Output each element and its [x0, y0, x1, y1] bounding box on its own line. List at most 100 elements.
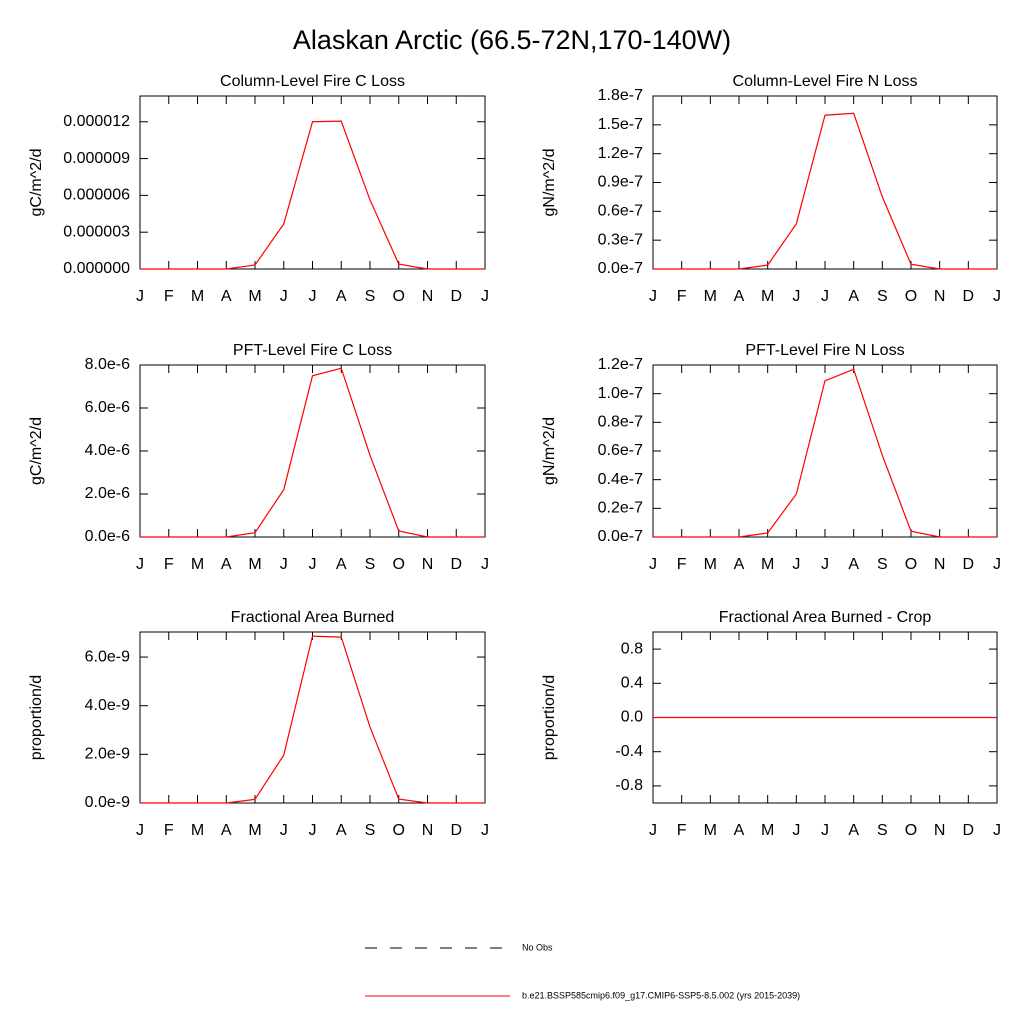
x-tick-label: J — [136, 822, 144, 839]
y-tick-label: 0.9e-7 — [598, 174, 643, 191]
legend-label: b.e21.BSSP585cmip6.f09_g17.CMIP6-SSP5-8.… — [522, 990, 800, 1000]
x-tick-label: A — [734, 288, 745, 305]
y-tick-label: 1.2e-7 — [598, 145, 643, 162]
y-tick-label: 4.0e-9 — [85, 697, 130, 714]
legend-label: No Obs — [522, 942, 553, 952]
y-tick-label: 0.000006 — [63, 187, 130, 204]
y-tick-label: -0.8 — [615, 777, 643, 794]
x-tick-label: O — [905, 822, 917, 839]
x-tick-label: D — [450, 822, 462, 839]
x-tick-label: J — [309, 288, 317, 305]
x-tick-label: A — [221, 822, 232, 839]
x-tick-label: J — [821, 822, 829, 839]
y-tick-label: 2.0e-9 — [85, 746, 130, 763]
x-tick-label: S — [877, 288, 888, 305]
y-tick-label: 0.0e-6 — [85, 528, 130, 545]
x-tick-label: J — [280, 556, 288, 573]
x-tick-label: J — [993, 288, 1001, 305]
x-tick-label: A — [848, 822, 859, 839]
x-tick-label: F — [677, 556, 687, 573]
chart-title: Fractional Area Burned - Crop — [719, 609, 932, 626]
y-tick-label: 0.0 — [621, 709, 643, 726]
x-tick-label: D — [963, 556, 975, 573]
x-tick-label: N — [934, 288, 946, 305]
data-line — [140, 120, 485, 270]
x-tick-label: A — [336, 556, 347, 573]
y-tick-label: 0.4 — [621, 675, 643, 692]
x-tick-label: J — [481, 556, 489, 573]
y-tick-label: 6.0e-6 — [85, 399, 130, 416]
y-tick-label: 8.0e-6 — [85, 356, 130, 373]
y-tick-label: -0.4 — [615, 743, 643, 760]
y-tick-label: 0.000003 — [63, 223, 130, 240]
x-tick-label: J — [649, 556, 657, 573]
x-tick-label: F — [677, 288, 687, 305]
data-line — [653, 368, 997, 538]
y-tick-label: 0.2e-7 — [598, 500, 643, 517]
x-tick-label: N — [422, 288, 434, 305]
y-tick-label: 0.6e-7 — [598, 442, 643, 459]
chart-title: PFT-Level Fire N Loss — [745, 342, 904, 359]
x-tick-label: A — [848, 288, 859, 305]
x-tick-label: J — [821, 556, 829, 573]
x-tick-label: M — [704, 822, 717, 839]
x-tick-label: N — [422, 556, 434, 573]
x-tick-label: M — [761, 556, 774, 573]
x-tick-label: S — [365, 288, 376, 305]
x-tick-label: J — [481, 822, 489, 839]
x-tick-label: A — [221, 288, 232, 305]
x-tick-label: J — [792, 288, 800, 305]
x-tick-label: J — [309, 822, 317, 839]
x-tick-label: J — [821, 288, 829, 305]
y-tick-label: 0.000000 — [63, 260, 130, 277]
x-tick-label: M — [248, 288, 261, 305]
x-tick-label: O — [393, 288, 405, 305]
y-tick-label: 6.0e-9 — [85, 648, 130, 665]
x-tick-label: M — [761, 822, 774, 839]
x-tick-label: J — [280, 288, 288, 305]
data-line — [140, 367, 485, 538]
x-tick-label: O — [393, 556, 405, 573]
x-tick-label: S — [365, 822, 376, 839]
x-tick-label: N — [934, 556, 946, 573]
x-tick-label: N — [422, 822, 434, 839]
x-tick-label: M — [191, 556, 204, 573]
chart-title: Column-Level Fire N Loss — [733, 73, 918, 90]
y-tick-label: 0.0e-7 — [598, 260, 643, 277]
y-tick-label: 0.000012 — [63, 113, 130, 130]
x-tick-label: F — [677, 822, 687, 839]
x-tick-label: D — [450, 288, 462, 305]
chart-title: Column-Level Fire C Loss — [220, 73, 405, 90]
x-tick-label: J — [993, 556, 1001, 573]
y-tick-label: 1.2e-7 — [598, 356, 643, 373]
figure-title: Alaskan Arctic (66.5-72N,170-140W) — [293, 25, 731, 55]
x-tick-label: A — [848, 556, 859, 573]
y-axis-label: gN/m^2/d — [541, 149, 558, 217]
plot-frame — [652, 364, 998, 538]
y-tick-label: 0.0e-9 — [85, 794, 130, 811]
x-tick-label: A — [336, 822, 347, 839]
y-tick-label: 0.000009 — [63, 150, 130, 167]
x-tick-label: M — [191, 288, 204, 305]
x-tick-label: F — [164, 556, 174, 573]
x-tick-label: A — [734, 556, 745, 573]
y-tick-label: 0.8 — [621, 640, 643, 657]
y-axis-label: gC/m^2/d — [28, 417, 45, 485]
plot-frame — [652, 95, 998, 270]
x-tick-label: S — [877, 556, 888, 573]
x-tick-label: A — [221, 556, 232, 573]
y-tick-label: 1.8e-7 — [598, 87, 643, 104]
x-tick-label: D — [963, 822, 975, 839]
x-tick-label: M — [761, 288, 774, 305]
plot-frame — [139, 631, 486, 804]
x-tick-label: D — [963, 288, 975, 305]
y-tick-label: 4.0e-6 — [85, 442, 130, 459]
x-tick-label: J — [136, 556, 144, 573]
x-tick-label: J — [481, 288, 489, 305]
y-tick-label: 0.6e-7 — [598, 203, 643, 220]
y-axis-label: proportion/d — [541, 675, 558, 760]
x-tick-label: N — [934, 822, 946, 839]
y-axis-label: proportion/d — [28, 675, 45, 760]
x-tick-label: F — [164, 822, 174, 839]
